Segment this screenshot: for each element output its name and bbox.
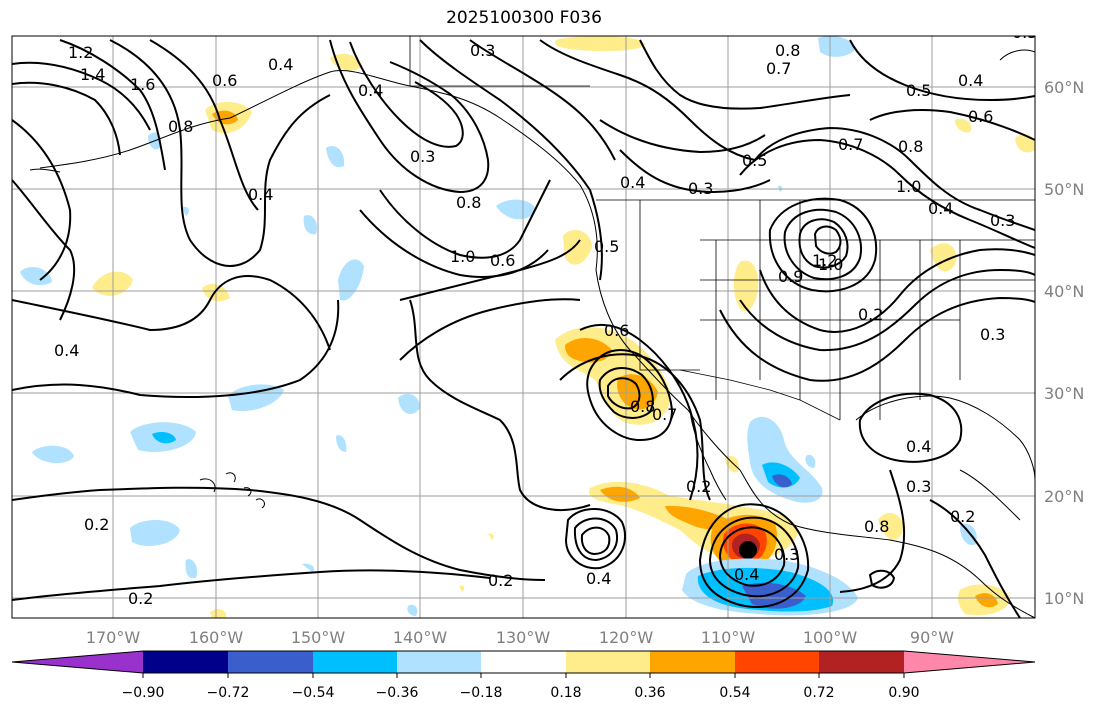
colorbar-tick-label: 0.72 [803, 685, 834, 701]
contour-label: 1.0 [818, 255, 843, 274]
colorbar-tick-label: 0.90 [888, 685, 919, 701]
contour-label: 1.2 [812, 251, 837, 270]
colorbar-labels: −0.90 −0.72 −0.54 −0.36 −0.18 0.18 0.36 … [122, 685, 920, 701]
lat-tick-label: 20°N [1044, 487, 1084, 506]
contour-label: 0.3 [774, 545, 799, 564]
lon-tick-label: 90°W [910, 628, 954, 647]
contour-label: 0.3 [688, 179, 713, 198]
lat-tick-label: 40°N [1044, 282, 1084, 301]
contour-label: 0.4 [248, 185, 273, 204]
lon-tick-label: 150°W [291, 628, 346, 647]
contour-label: 0.4 [358, 81, 383, 100]
contour-label: 0.2 [488, 571, 513, 590]
contour-label: 1.0 [896, 177, 921, 196]
colorbar-segment [566, 651, 650, 673]
contour-label: 0.8 [775, 41, 800, 60]
colorbar-segment [481, 651, 566, 673]
lat-tick-label: 30°N [1044, 384, 1084, 403]
colorbar-extend-min [12, 651, 143, 673]
contour-label: 0.4 [54, 341, 79, 360]
coastlines [29, 49, 1035, 618]
contour-label: 0.9 [778, 267, 803, 286]
contour-label: 0.3 [410, 147, 435, 166]
contour-label: 0.4 [734, 565, 759, 584]
contour-label: 0.3 [906, 477, 931, 496]
contour-label: 0.3 [1012, 23, 1037, 42]
contour-label: 0.8 [168, 117, 193, 136]
contour-label: 0.8 [630, 397, 655, 416]
contour-label: 0.2 [950, 507, 975, 526]
colorbar-tick-label: −0.18 [460, 685, 503, 701]
lat-tick-label: 60°N [1044, 78, 1084, 97]
contour-label: 0.6 [212, 71, 237, 90]
contour-label: 0.3 [980, 325, 1005, 344]
lon-tick-label: 170°W [86, 628, 141, 647]
contour-label: 0.5 [594, 237, 619, 256]
contour-label: 1.0 [450, 247, 475, 266]
contour-label: 0.4 [906, 437, 931, 456]
colorbar-segment [313, 651, 397, 673]
contour-label: 1.6 [130, 75, 155, 94]
lon-tick-label: 140°W [393, 628, 448, 647]
lon-tick-label: 110°W [701, 628, 756, 647]
colorbar-segment [397, 651, 481, 673]
colorbar-segment [228, 651, 313, 673]
contour-label: 0.7 [652, 405, 677, 424]
contour-label: 0.2 [84, 515, 109, 534]
contour-label: 0.2 [128, 589, 153, 608]
contour-label: 0.5 [742, 151, 767, 170]
chart-title: 2025100300 F036 [446, 8, 602, 28]
map-frame [11, 35, 1036, 619]
lat-tick-label: 10°N [1044, 589, 1084, 608]
map-content: 1.2 1.4 1.6 0.6 0.4 0.4 0.8 0.8 0.7 0.4 … [12, 23, 1037, 618]
colorbar-extend-max [904, 651, 1035, 673]
contour-label: 0.8 [898, 137, 923, 156]
colorbar-segment [735, 651, 819, 673]
longitude-labels: 170°W 160°W 150°W 140°W 130°W 120°W 110°… [86, 628, 954, 647]
contour-label: 0.4 [268, 55, 293, 74]
colorbar-segment [819, 651, 904, 673]
colorbar [11, 650, 1036, 678]
latitude-labels: 60°N 50°N 40°N 30°N 20°N 10°N [1044, 78, 1084, 608]
contour-label: 0.8 [456, 193, 481, 212]
colorbar-tick-label: −0.54 [292, 685, 335, 701]
colorbar-tick-label: −0.90 [122, 685, 165, 701]
contour-label: 1.2 [68, 43, 93, 62]
colorbar-segment [143, 651, 228, 673]
contour-label: 0.3 [470, 41, 495, 60]
contour-labels: 1.2 1.4 1.6 0.6 0.4 0.4 0.8 0.8 0.7 0.4 … [54, 23, 1037, 608]
colorbar-segment [650, 651, 735, 673]
contour-lines [12, 39, 1035, 618]
contour-label: 0.4 [958, 71, 983, 90]
colorbar-tick-label: −0.72 [207, 685, 250, 701]
colorbar-tick-label: 0.18 [550, 685, 581, 701]
contour-label: 0.6 [968, 107, 993, 126]
contour-label: 0.7 [838, 135, 863, 154]
contour-label: 0.4 [928, 199, 953, 218]
lon-tick-label: 160°W [189, 628, 244, 647]
graticule [12, 36, 1035, 618]
lon-tick-label: 100°W [803, 628, 858, 647]
colorbar-tick-label: −0.36 [376, 685, 419, 701]
contour-label: 1.4 [80, 65, 105, 84]
contour-label: 0.2 [858, 305, 883, 324]
contour-label: 0.2 [686, 477, 711, 496]
colorbar-tick-label: 0.54 [719, 685, 750, 701]
colorbar-tick-label: 0.36 [634, 685, 665, 701]
contour-label: 0.6 [604, 321, 629, 340]
contour-label: 0.3 [990, 211, 1015, 230]
contour-label: 0.4 [620, 173, 645, 192]
contour-label: 0.8 [864, 517, 889, 536]
lon-tick-label: 130°W [496, 628, 551, 647]
contour-label: 0.6 [490, 251, 515, 270]
lat-tick-label: 50°N [1044, 180, 1084, 199]
lon-tick-label: 120°W [599, 628, 654, 647]
contour-label: 0.5 [906, 81, 931, 100]
contour-label: 0.4 [586, 569, 611, 588]
contour-label: 0.7 [766, 59, 791, 78]
